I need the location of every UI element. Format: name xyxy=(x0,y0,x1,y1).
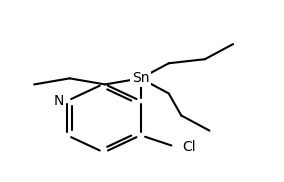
Text: Cl: Cl xyxy=(182,140,195,154)
Text: Sn: Sn xyxy=(132,71,149,85)
Text: N: N xyxy=(53,94,64,108)
